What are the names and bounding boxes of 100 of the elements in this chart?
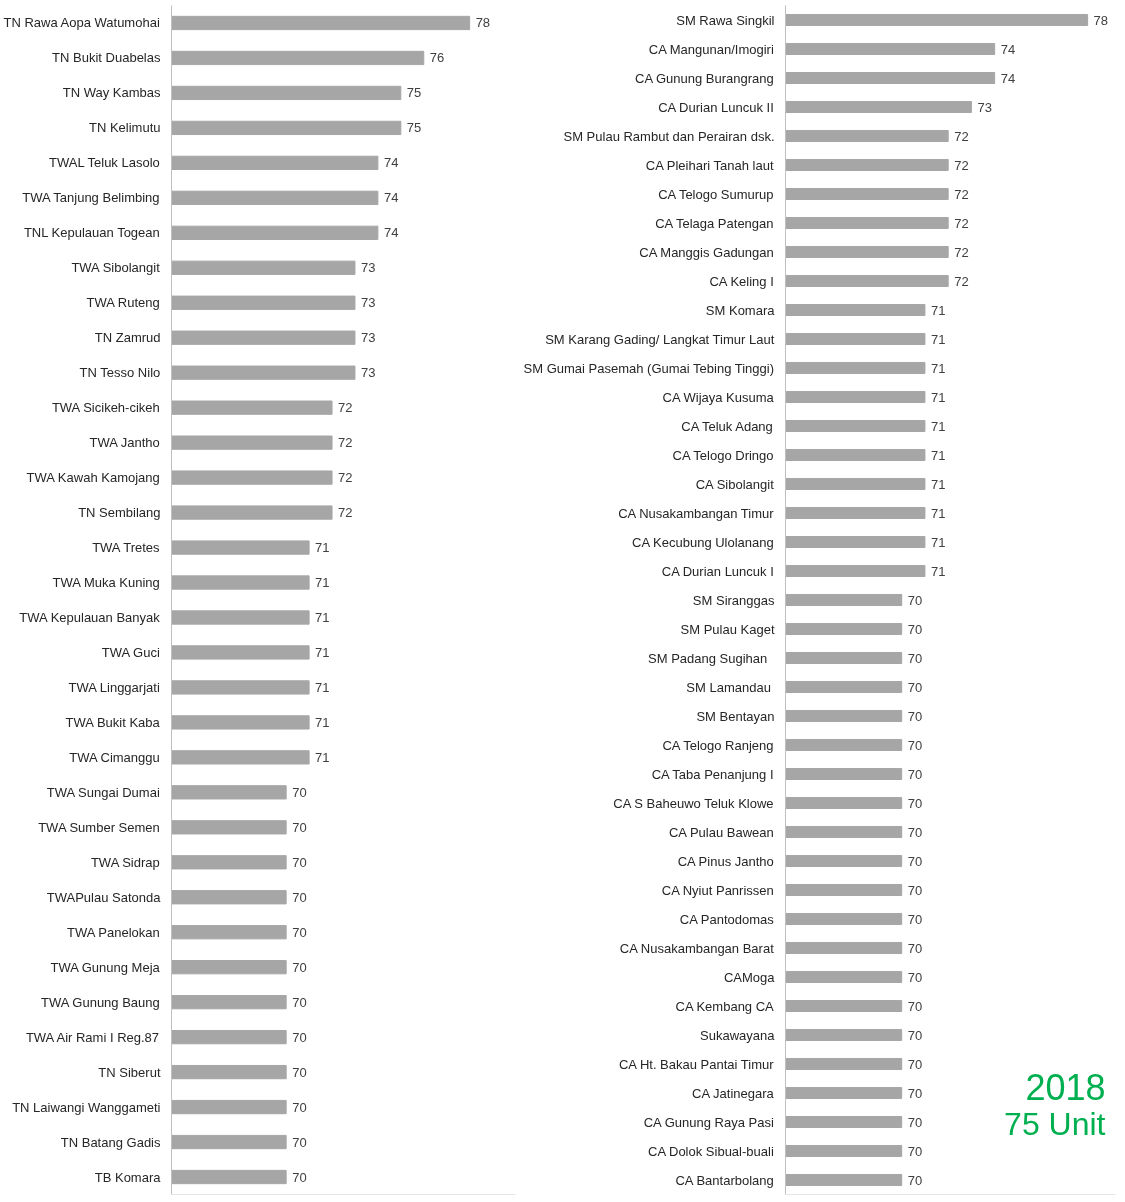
annotation: 2018 xyxy=(1025,1066,1106,1108)
y-tick-label: TWA Gunung Meja xyxy=(50,959,161,975)
data-label: 70 xyxy=(907,650,923,666)
y-tick-label: CA Keling I xyxy=(709,273,774,289)
data-label: 70 xyxy=(907,882,923,898)
y-tick-label: TWA Panelokan xyxy=(67,924,160,940)
y-tick-label: TWA Air Rami I Reg.87 xyxy=(25,1029,160,1045)
y-tick-label: CA Wijaya Kusuma xyxy=(662,389,775,405)
data-label: 73 xyxy=(977,99,992,115)
data-label: 72 xyxy=(954,157,969,173)
data-label: 70 xyxy=(292,1099,307,1115)
data-label: 71 xyxy=(315,540,330,556)
data-label: 72 xyxy=(338,435,353,451)
data-label: 71 xyxy=(315,714,330,730)
y-tick-label: TWA Gunung Baung xyxy=(41,994,160,1010)
y-tick-label: TB Komara xyxy=(94,1169,162,1185)
y-tick-label: TN Siberut xyxy=(98,1064,161,1080)
y-tick-label: TNL Kepulauan Togean xyxy=(23,225,160,241)
data-label: 70 xyxy=(292,924,307,940)
y-tick-label: CA Nusakambangan Barat xyxy=(619,940,775,956)
data-label: 70 xyxy=(292,994,307,1010)
y-tick-label: SM Padang Sugihan xyxy=(648,650,768,666)
data-label: 70 xyxy=(907,1056,923,1072)
y-tick-label: SM Pulau Kaget xyxy=(680,621,775,637)
y-tick-label: TWA Sungai Dumai xyxy=(46,784,160,800)
data-label: 70 xyxy=(292,1029,307,1045)
data-label: 74 xyxy=(383,155,399,171)
data-label: 71 xyxy=(315,749,330,765)
data-label: 73 xyxy=(360,330,376,346)
data-label: 70 xyxy=(907,911,923,927)
data-label: 70 xyxy=(292,1169,307,1185)
data-label: 70 xyxy=(907,998,923,1014)
data-label: 70 xyxy=(907,1085,923,1101)
y-tick-label: CA Gunung Burangrang xyxy=(635,70,774,86)
y-tick-label: CAMoga xyxy=(723,969,776,985)
y-tick-label: TWA Kawah Kamojang xyxy=(26,470,160,486)
y-tick-label: CA Telogo Sumurup xyxy=(658,186,774,202)
data-label: 73 xyxy=(360,365,376,381)
y-tick-label: TWA Cimanggu xyxy=(69,749,160,765)
y-tick-label: SM Gumai Pasemah (Gumai Tebing Tinggi) xyxy=(523,360,775,376)
y-tick-label: TWAPulau Satonda xyxy=(46,889,162,905)
y-tick-label: CA S Baheuwo Teluk Klowe xyxy=(613,795,774,811)
data-label: 71 xyxy=(930,331,946,347)
y-tick-label: CA Durian Luncuk II xyxy=(658,99,774,115)
y-tick-label: TN Rawa Aopa Watumohai xyxy=(3,15,160,31)
data-label: 70 xyxy=(907,940,923,956)
y-tick-label: TWA Guci xyxy=(101,644,160,660)
data-label: 70 xyxy=(292,889,307,905)
y-tick-label: TWA Tanjung Belimbing xyxy=(22,190,160,206)
y-tick-label: TWA Tretes xyxy=(92,540,161,556)
y-tick-label: CA Pantodomas xyxy=(679,911,775,927)
y-tick-label: TN Bukit Duabelas xyxy=(52,50,161,66)
y-tick-label: CA Telaga Patengan xyxy=(655,215,774,231)
y-tick-label: TWA Jantho xyxy=(89,435,160,451)
data-label: 70 xyxy=(907,824,923,840)
y-tick-label: TN Kelimutu xyxy=(88,120,161,136)
data-label: 70 xyxy=(907,679,923,695)
y-tick-label: CA Sibolangit xyxy=(695,476,775,492)
data-label: 71 xyxy=(930,389,946,405)
y-tick-label: TWA Sibolangit xyxy=(71,260,161,276)
data-label: 70 xyxy=(292,784,307,800)
y-tick-label: TWA Sidrap xyxy=(90,854,160,870)
data-label: 70 xyxy=(907,1143,923,1159)
data-label: 71 xyxy=(315,575,330,591)
data-label: 72 xyxy=(338,400,353,416)
y-tick-label: TWA Ruteng xyxy=(86,295,160,311)
data-label: 71 xyxy=(930,563,946,579)
y-tick-label: CA Telogo Ranjeng xyxy=(662,737,774,753)
data-label: 70 xyxy=(907,621,923,637)
data-label: 78 xyxy=(1093,12,1109,28)
y-tick-label: CA Bantarbolang xyxy=(675,1172,774,1188)
y-tick-label: CA Teluk Adang xyxy=(681,418,773,434)
y-tick-label: CA Mangunan/Imogiri xyxy=(648,41,774,57)
data-label: 72 xyxy=(338,505,353,521)
data-label: 71 xyxy=(930,360,946,376)
data-label: 71 xyxy=(930,302,946,318)
y-tick-label: CA Ht. Bakau Pantai Timur xyxy=(618,1056,775,1072)
y-tick-label: TWA Linggarjati xyxy=(68,679,160,695)
data-label: 71 xyxy=(315,679,330,695)
y-tick-label: SM Rawa Singkil xyxy=(676,12,775,28)
data-label: 71 xyxy=(315,609,330,625)
data-label: 70 xyxy=(907,1114,923,1130)
data-label: 72 xyxy=(954,128,969,144)
data-label: 74 xyxy=(1000,41,1016,57)
data-label: 70 xyxy=(292,1064,307,1080)
y-tick-label: TN Laiwangi Wanggameti xyxy=(12,1099,161,1115)
y-tick-label: SM Siranggas xyxy=(692,592,775,608)
data-label: 76 xyxy=(429,50,445,66)
y-tick-label: TWA Sicikeh-cikeh xyxy=(51,400,160,416)
data-label: 70 xyxy=(907,708,923,724)
annotation: 75 Unit xyxy=(1004,1105,1106,1142)
data-label: 71 xyxy=(930,534,946,550)
y-tick-label: CA Kecubung Ulolanang xyxy=(632,534,774,550)
data-label: 71 xyxy=(930,418,946,434)
data-label: 70 xyxy=(907,853,923,869)
y-tick-label: Sukawayana xyxy=(700,1027,776,1043)
y-tick-label: TN Zamrud xyxy=(94,330,161,346)
y-tick-label: CA Kembang CA xyxy=(675,998,775,1014)
y-tick-label: TN Tesso Nilo xyxy=(79,365,161,381)
data-label: 72 xyxy=(954,186,969,202)
